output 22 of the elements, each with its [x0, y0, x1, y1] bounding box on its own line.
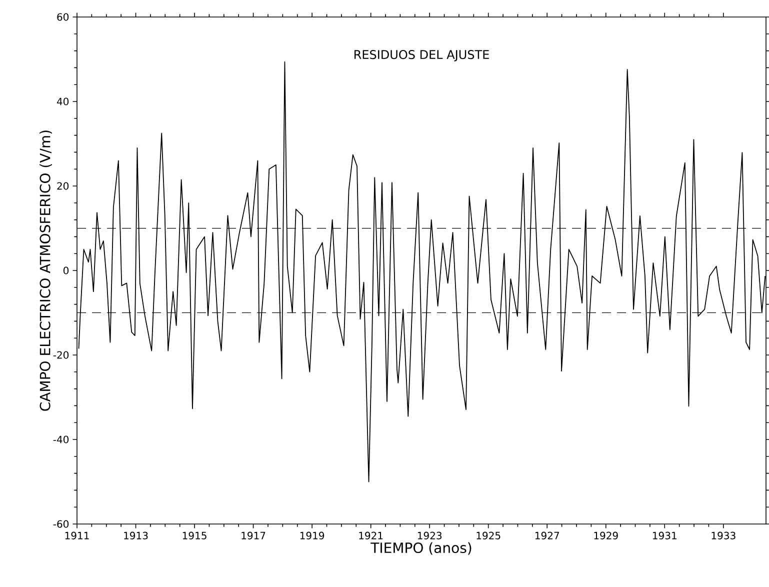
- x-tick-label: 1919: [300, 532, 324, 540]
- x-tick-label: 1913: [124, 532, 148, 540]
- x-tick-label: 1925: [476, 532, 500, 540]
- x-tick-label: 1917: [242, 532, 266, 540]
- x-tick-label: 1931: [653, 532, 676, 540]
- x-tick-label: 1921: [359, 532, 383, 540]
- x-axis-title: TIEMPO (anos): [370, 542, 472, 555]
- y-tick-label: 0: [64, 266, 69, 274]
- y-tick-label: 20: [57, 182, 69, 190]
- y-tick-label: -60: [53, 520, 69, 528]
- x-tick-label: 1929: [594, 532, 618, 540]
- x-tick-label: 1915: [182, 532, 206, 540]
- x-tick-label: 1911: [65, 532, 89, 540]
- x-tick-label: 1927: [535, 532, 559, 540]
- y-tick-label: -40: [53, 436, 69, 444]
- x-tick-label: 1923: [418, 532, 442, 540]
- text: RESIDUOS DEL AJUSTE: [354, 50, 489, 62]
- y-tick-label: 60: [57, 13, 69, 21]
- x-tick-label: 1933: [712, 532, 736, 540]
- y-axis-title: CAMPO ELECTRICO ATMOSFERICO (V/m): [40, 130, 52, 411]
- y-tick-label: 40: [56, 98, 69, 106]
- y-tick-label: -20: [53, 351, 69, 359]
